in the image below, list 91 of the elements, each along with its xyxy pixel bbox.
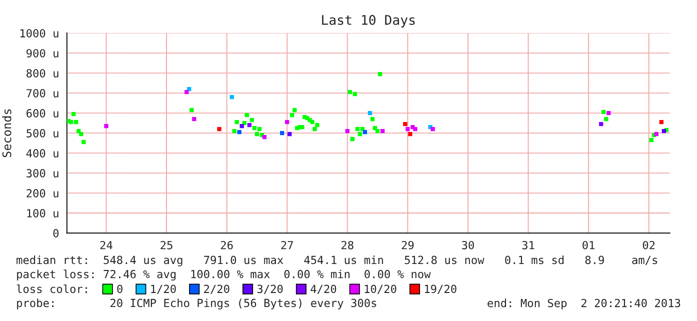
point [649,138,654,142]
point [247,122,252,128]
point [310,120,314,124]
text: median rtt: 548.4 us avg 791.0 us max 454.1 us min 512.8 us now 0.1 ms sd 8.9 am/s [16,256,658,266]
point [104,124,108,128]
point [315,122,320,128]
point [604,116,608,122]
x-tick-label: 01 [582,240,594,250]
point [184,90,189,94]
point [300,124,304,130]
point [403,122,408,126]
point [408,132,412,136]
point [290,112,294,118]
point [406,126,410,132]
point [252,126,257,130]
point [250,118,254,122]
point [362,130,368,134]
point [292,108,297,112]
point [262,134,267,140]
point [82,140,86,144]
point [430,126,435,132]
x-tick-label: 28 [342,240,354,250]
y-tick-label: 400 u [26,149,58,158]
y-axis-title: Seconds [2,109,12,158]
y-tick-label: 900 u [26,49,58,58]
point [350,136,354,142]
point [368,110,372,116]
point [79,132,84,136]
x-tick-label: 29 [402,240,414,250]
legend-label: 1/20 [151,284,176,294]
point [71,112,76,116]
chart-title: Last 10 Days [322,14,415,28]
x-tick-label: 26 [220,240,233,250]
point [654,132,658,136]
legend-label: 2/20 [204,284,230,294]
y-tick-label: 1000 u [20,29,58,38]
point [232,128,236,134]
point [355,126,360,132]
text: packet loss: 72.46 % avg 100.00 % max 0.00 % min 0.00 % now [17,270,431,281]
point [257,126,262,132]
point [662,128,666,134]
point [602,110,606,114]
point [659,120,664,124]
x-tick-label: 02 [642,240,655,250]
point [375,128,380,134]
point [190,108,194,112]
point [378,72,382,76]
point [74,120,78,124]
point [312,126,317,132]
point [288,132,292,136]
point [599,122,604,126]
point [234,120,239,124]
y-tick-label: 200 u [26,189,58,198]
y-tick-label: 800 u [26,69,58,78]
y-tick-label: 0 [53,229,59,238]
x-tick-label: 25 [160,240,172,250]
x-tick-label: 31 [522,240,534,250]
point [352,92,358,96]
point [254,132,260,136]
x-tick-label: 30 [462,240,474,250]
text: probe: 20 ICMP Echo Pings (56 Bytes) every 300s [17,298,376,310]
y-tick-label: 100 u [27,209,58,218]
y-tick-label: 500 u [26,129,58,138]
legend-label: 3/20 [257,284,283,294]
y-tick-label: 700 u [26,89,58,98]
text: end: Mon Sep 2 20:21:40 2013 [488,298,680,310]
point [606,110,611,116]
point [240,124,244,128]
point [230,94,234,100]
y-tick-label: 600 u [26,109,58,118]
point [370,116,375,122]
point [192,116,196,122]
legend-label: 10/20 [364,284,396,294]
point [345,128,350,134]
point [244,112,249,118]
x-tick-label: 24 [100,240,112,250]
x-tick-label: 27 [281,240,293,250]
point [413,126,418,132]
legend-title: loss color: [16,284,87,294]
point [380,128,385,134]
legend-label: 19/20 [424,284,456,294]
legend-label: 0 [117,284,122,294]
point [217,126,222,132]
point [358,132,362,136]
point [68,120,74,124]
point [237,130,242,134]
point [348,90,352,94]
point [280,130,284,136]
point [285,120,290,124]
legend-label: 4/20 [310,284,336,294]
y-tick-label: 300 u [26,169,58,178]
